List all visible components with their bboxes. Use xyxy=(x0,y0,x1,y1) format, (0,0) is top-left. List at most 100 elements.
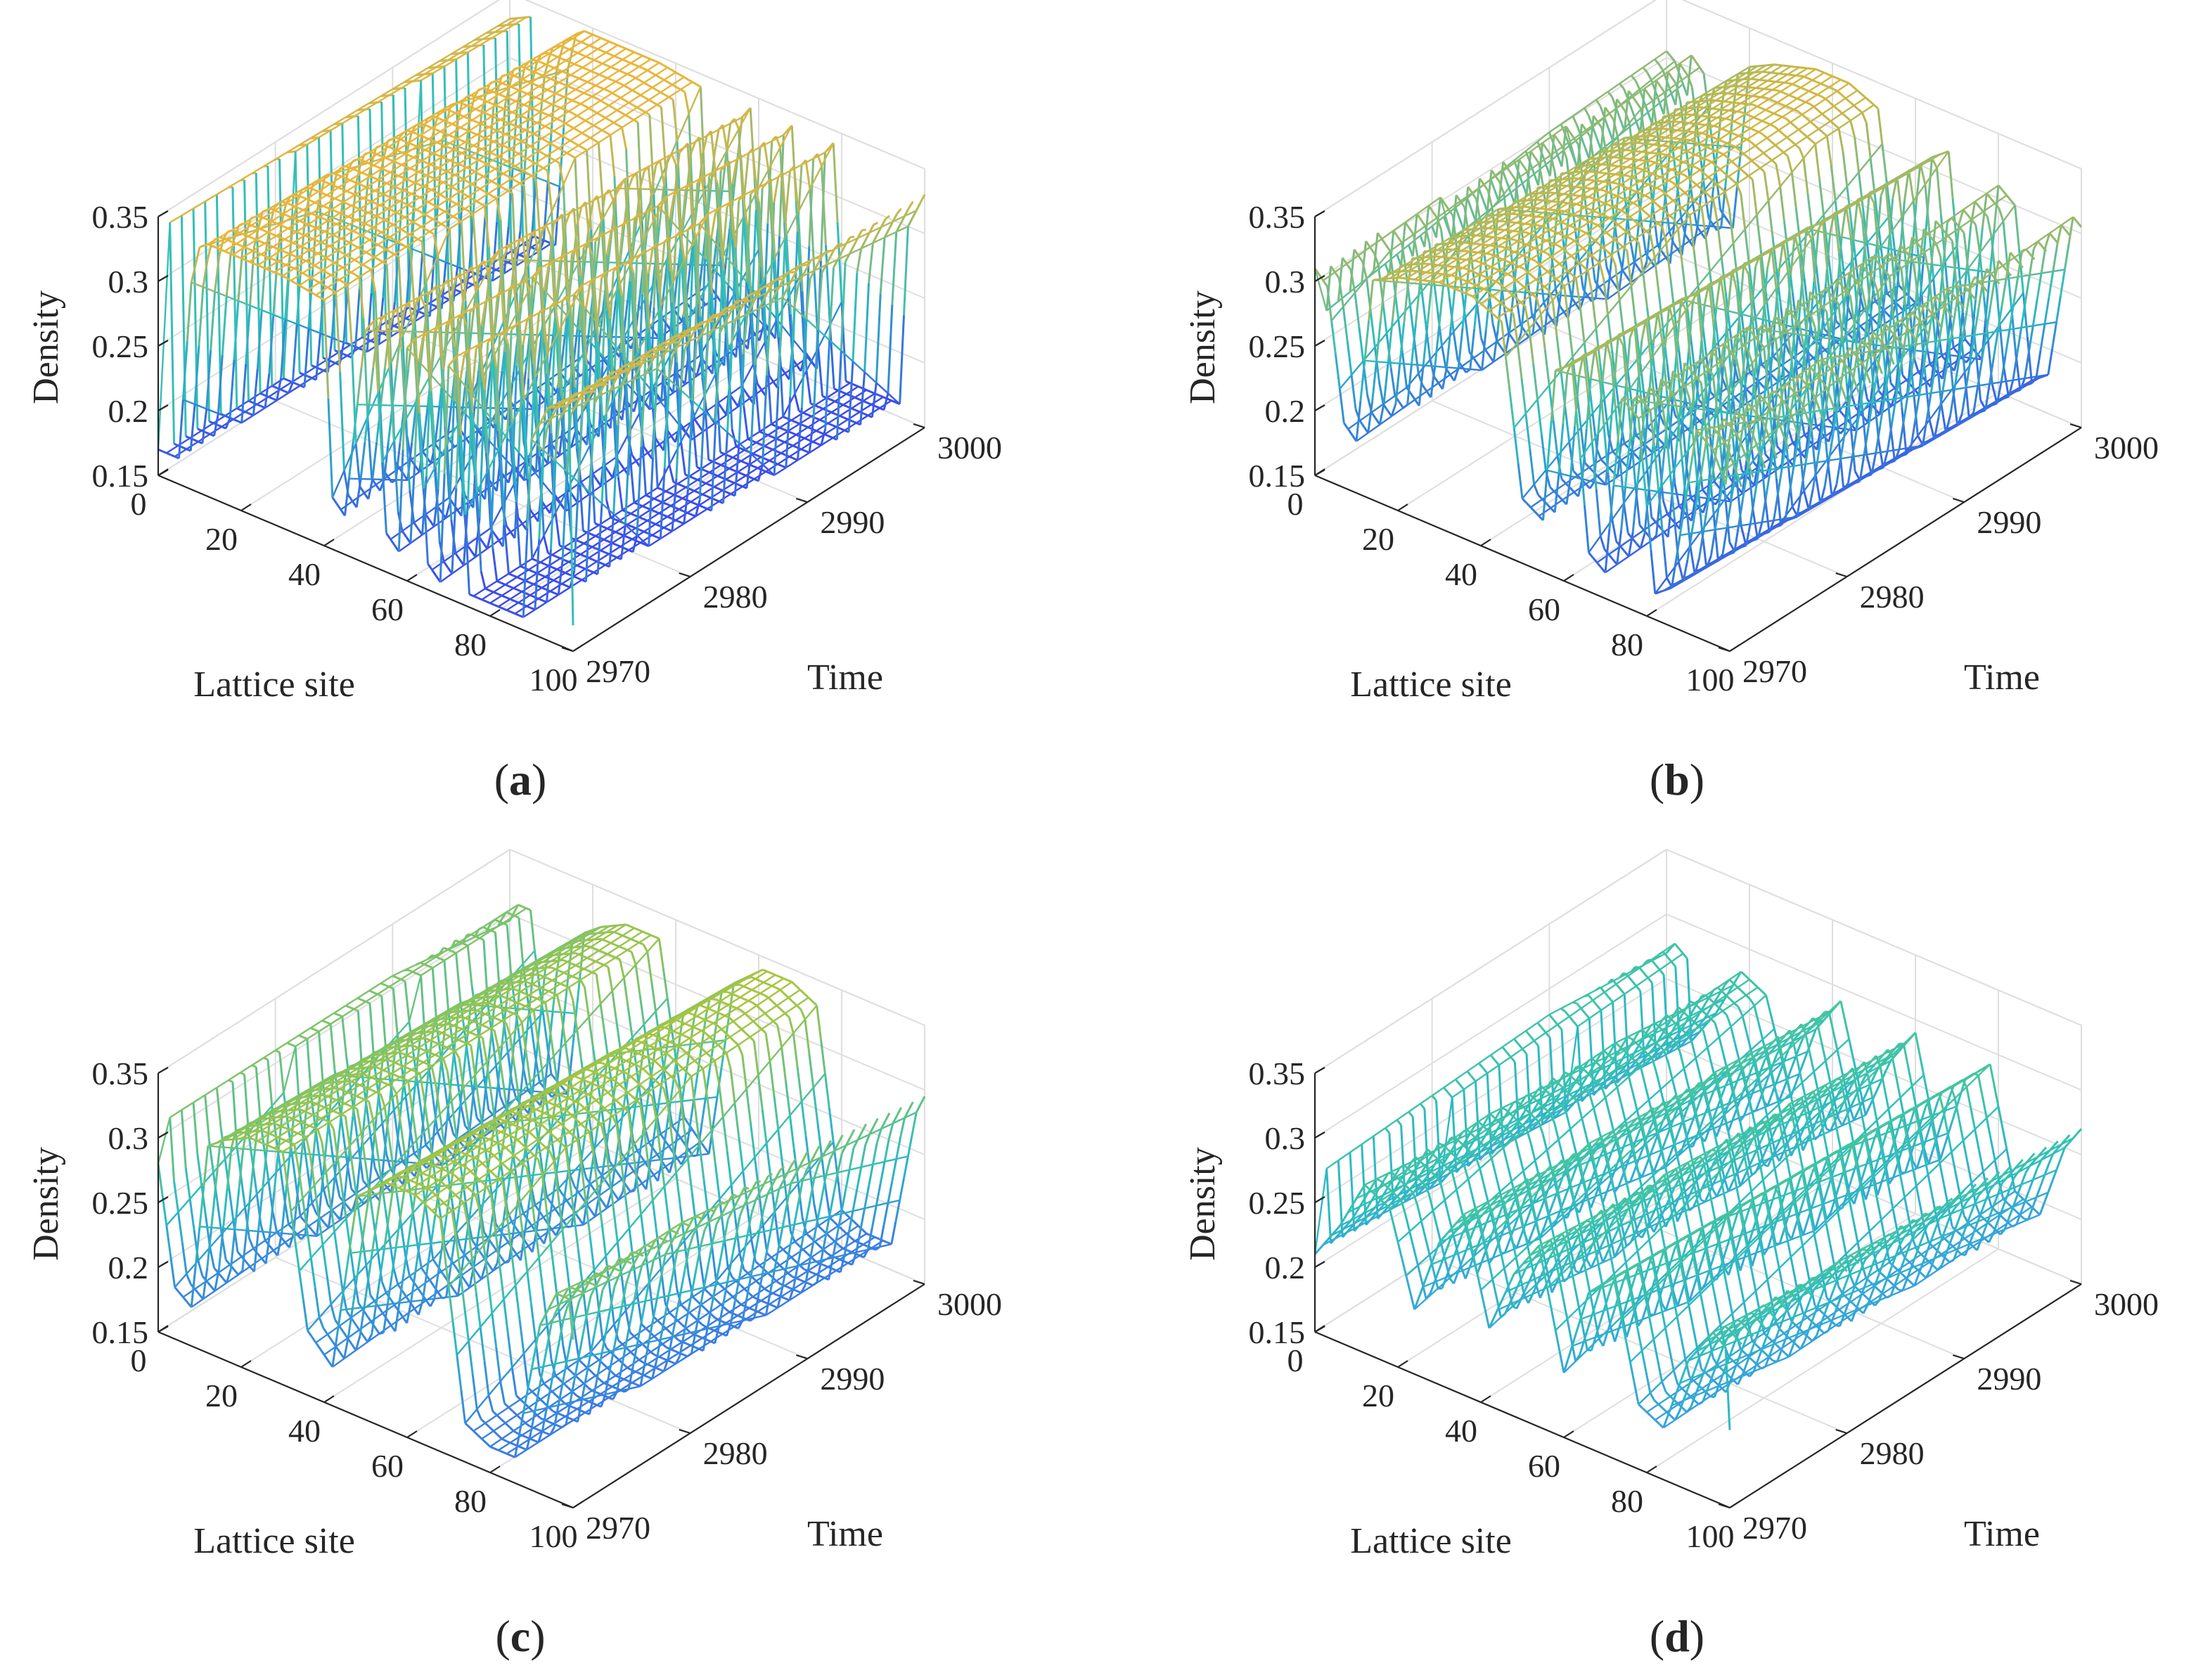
mesh-line-t xyxy=(830,404,844,413)
x-tick-label: 40 xyxy=(288,556,321,592)
mesh-line-t xyxy=(546,82,560,91)
mesh-line-x xyxy=(525,67,531,72)
mesh-line-x xyxy=(675,519,681,523)
mesh-line-t xyxy=(677,183,691,191)
mesh-line-t xyxy=(518,82,532,91)
mesh-line-x xyxy=(710,212,717,238)
mesh-line-x xyxy=(560,405,565,408)
mesh-line-t xyxy=(462,97,475,103)
mesh-line-t xyxy=(600,92,613,102)
mesh-line-x xyxy=(1783,64,1787,68)
mesh-line-x xyxy=(733,306,738,309)
mesh-line-x xyxy=(455,112,461,116)
mesh-line-t xyxy=(455,51,468,60)
mesh-line-t xyxy=(1709,225,1721,229)
mesh-line-x xyxy=(485,600,491,604)
mesh-line-t xyxy=(514,158,527,167)
mesh-line-x xyxy=(527,79,534,115)
mesh-line-t xyxy=(597,41,610,50)
mesh-line-x xyxy=(827,422,833,426)
mesh-line-x xyxy=(662,342,667,345)
mesh-line-x xyxy=(423,488,429,564)
mesh-line-x xyxy=(354,259,359,264)
mesh-line-x xyxy=(586,81,592,85)
mesh-line-t xyxy=(1820,75,1833,85)
mesh-line-x xyxy=(674,341,679,344)
mesh-line-t xyxy=(540,103,553,113)
mesh-line-x xyxy=(506,525,512,533)
mesh-line-t xyxy=(510,78,523,88)
mesh-line-t xyxy=(719,200,732,209)
mesh-line-x xyxy=(508,122,514,127)
mesh-line-x xyxy=(540,51,546,56)
mesh-line-t xyxy=(822,400,835,410)
mesh-line-x xyxy=(616,109,622,114)
mesh-line-x xyxy=(799,275,806,351)
mesh-line-t xyxy=(441,148,454,158)
mesh-line-x xyxy=(1749,65,1754,68)
mesh-line-t xyxy=(470,87,483,96)
mesh-line-x xyxy=(486,163,492,168)
mesh-line-x xyxy=(377,243,383,248)
mesh-line-x xyxy=(856,229,863,239)
mesh-line-t xyxy=(707,500,720,510)
mesh-line-t xyxy=(779,124,793,148)
mesh-line-x xyxy=(800,448,806,452)
mesh-line-x xyxy=(347,215,353,219)
mesh-line-t xyxy=(1837,82,1850,92)
mesh-line-x xyxy=(327,286,333,291)
mesh-line-t xyxy=(536,177,548,183)
mesh-line-x xyxy=(800,319,807,408)
mesh-line-t xyxy=(537,114,550,124)
mesh-line-x xyxy=(887,304,894,394)
mesh-line-x xyxy=(489,602,495,606)
mesh-line-x xyxy=(331,496,338,504)
mesh-line-t xyxy=(636,165,649,174)
mesh-line-x xyxy=(323,205,328,209)
mesh-line-x xyxy=(799,264,804,267)
mesh-line-x xyxy=(681,334,686,338)
mesh-line-x xyxy=(629,454,636,503)
mesh-line-t xyxy=(809,165,823,190)
mesh-line-t xyxy=(590,63,603,72)
mesh-line-t xyxy=(601,122,615,132)
mesh-line-x xyxy=(763,142,770,170)
mesh-line-t xyxy=(845,237,859,245)
mesh-line-x xyxy=(638,65,644,70)
mesh-line-t xyxy=(600,200,615,222)
mesh-line-x xyxy=(710,421,717,511)
mesh-line-t xyxy=(869,226,882,233)
mesh-line-x xyxy=(792,444,798,449)
mesh-line-t xyxy=(1825,90,1838,100)
mesh-line-t xyxy=(710,237,724,253)
mesh-line-x xyxy=(474,38,480,41)
mesh-line-t xyxy=(495,96,508,106)
mesh-line-t xyxy=(439,572,453,583)
mesh-line-t xyxy=(583,535,596,544)
t-axis-title: Time xyxy=(807,658,883,698)
mesh-line-x xyxy=(619,96,626,101)
mesh-line-x xyxy=(615,370,619,373)
mesh-line-x xyxy=(503,86,510,105)
mesh-line-x xyxy=(553,129,559,134)
mesh-line-x xyxy=(259,392,265,397)
mesh-line-t xyxy=(316,219,329,229)
mesh-line-x xyxy=(817,254,824,264)
mesh-line-x xyxy=(424,72,429,76)
mesh-line-x xyxy=(520,115,525,119)
mesh-line-t xyxy=(573,120,586,129)
mesh-line-x xyxy=(849,236,855,238)
mesh-line-x xyxy=(892,213,899,222)
caption-letter: a xyxy=(509,755,532,804)
mesh-line-t xyxy=(449,152,463,162)
mesh-line-x xyxy=(821,250,828,256)
mesh-line-t xyxy=(205,193,217,203)
mesh-line-x xyxy=(686,511,693,516)
mesh-line-t xyxy=(676,113,690,141)
mesh-line-t xyxy=(785,211,799,236)
mesh-line-x xyxy=(480,217,487,276)
mesh-line-t xyxy=(765,463,778,473)
mesh-line-t xyxy=(584,112,598,122)
